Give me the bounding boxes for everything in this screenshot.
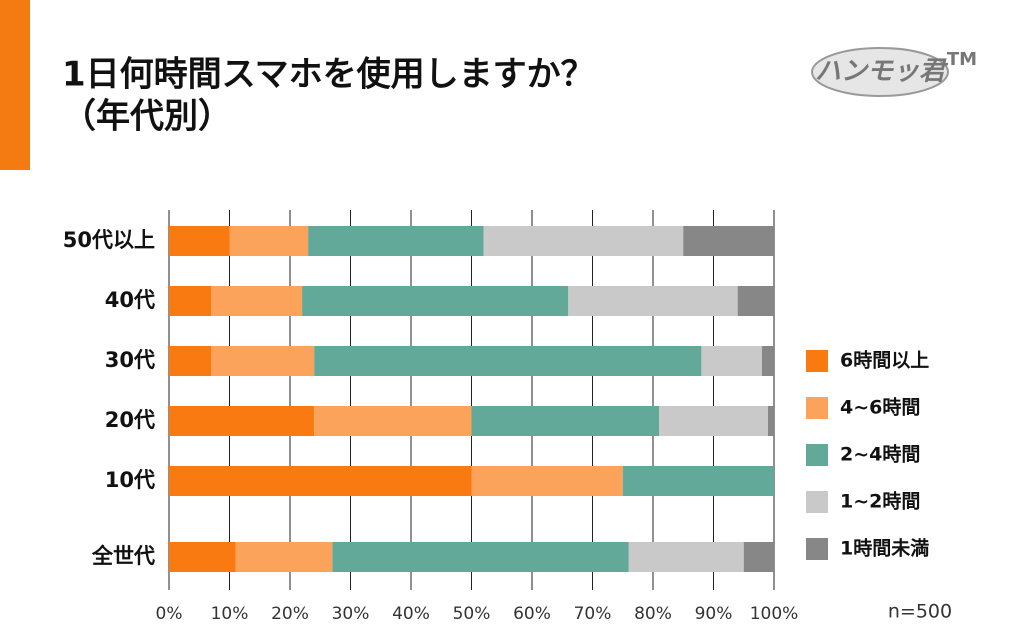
legend-swatch — [806, 397, 828, 419]
y-tick-label: 40代 — [105, 288, 155, 312]
logo-shape — [811, 47, 949, 97]
sample-size: n=500 — [888, 601, 952, 623]
bar-segment — [622, 466, 774, 496]
bar-segment — [169, 346, 212, 376]
legend-label: 6時間以上 — [840, 350, 929, 372]
legend-swatch — [806, 491, 828, 513]
y-tick-label: 30代 — [105, 348, 155, 372]
logo-mark: TM — [947, 49, 977, 70]
legend-swatch — [806, 350, 828, 372]
x-tick-label: 80% — [634, 604, 672, 624]
bar-segment — [169, 406, 315, 436]
bar-segment — [761, 346, 774, 376]
bar-segment — [169, 466, 472, 496]
x-tick-label: 10% — [211, 604, 249, 624]
bar-segment — [211, 286, 303, 316]
chart-title: 1日何時間スマホを使用しますか？ — [62, 55, 595, 95]
bar-segment — [471, 466, 623, 496]
bar-segment — [659, 406, 768, 436]
bar-segment — [308, 226, 484, 256]
x-tick-label: 50% — [453, 604, 491, 624]
legend-swatch — [806, 444, 828, 466]
bar-segment — [314, 346, 702, 376]
accent-bar — [0, 0, 30, 170]
bar-segment — [169, 286, 212, 316]
bar-segment — [169, 226, 230, 256]
legend-label: 1時間未満 — [840, 537, 929, 560]
x-tick-label: 70% — [574, 604, 612, 624]
bar-segment — [302, 286, 569, 316]
x-tick-label: 40% — [392, 604, 430, 624]
bar-segment — [314, 406, 472, 436]
legend-label: 1~2時間 — [840, 491, 920, 513]
x-tick-label: 90% — [695, 604, 733, 624]
x-tick-label: 0% — [156, 604, 183, 624]
bar-segment — [483, 226, 684, 256]
y-tick-label: 50代以上 — [63, 228, 155, 252]
x-tick-label: 100% — [750, 604, 799, 624]
logo: ハンモッ君 — [815, 57, 949, 87]
x-tick-label: 60% — [513, 604, 551, 624]
y-tick-label: 10代 — [105, 468, 155, 492]
bar-segment — [737, 286, 774, 316]
bar-segment — [169, 542, 236, 572]
x-tick-label: 30% — [332, 604, 370, 624]
x-tick-label: 20% — [271, 604, 309, 624]
bar-segment — [767, 406, 774, 436]
bar-segment — [683, 226, 774, 256]
legend-label: 4~6時間 — [840, 397, 920, 419]
bar-segment — [229, 226, 309, 256]
legend-swatch — [806, 538, 828, 560]
bar-segment — [471, 406, 660, 436]
chart-subtitle: （年代別） — [62, 97, 232, 137]
bar-segment — [743, 542, 774, 572]
bar-segment — [568, 286, 738, 316]
bar-segment — [628, 542, 744, 572]
bar-segment — [211, 346, 315, 376]
bar-segment — [235, 542, 333, 572]
y-tick-label: 全世代 — [91, 544, 155, 568]
y-tick-label: 20代 — [105, 408, 155, 432]
bar-segment — [701, 346, 762, 376]
bar-segment — [332, 542, 629, 572]
legend-label: 2~4時間 — [840, 444, 920, 466]
